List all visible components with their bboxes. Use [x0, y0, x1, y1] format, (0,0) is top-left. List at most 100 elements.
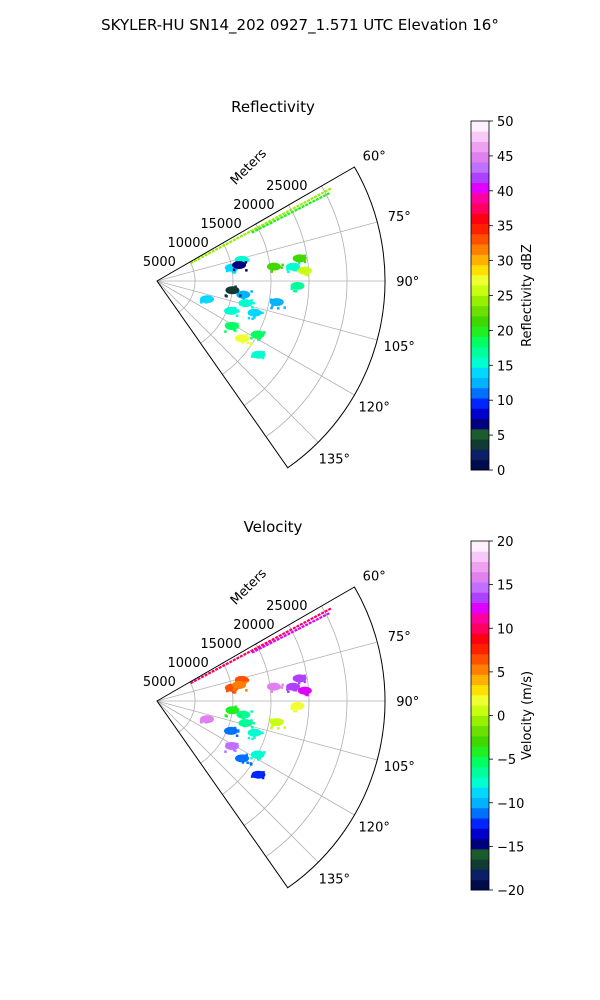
echo-speckle: [246, 761, 249, 765]
echo-speckle: [238, 711, 242, 715]
range-ring: [243, 624, 310, 826]
echo-speckle: [225, 295, 228, 298]
echo-speckle: [241, 761, 245, 764]
radial-tick-label: 10000: [167, 656, 208, 671]
echo-speckle: [224, 750, 227, 753]
colorbar-tick-label: 30: [497, 255, 514, 270]
echo-speckle: [246, 679, 250, 682]
colorbar-swatch: [471, 612, 489, 624]
colorbar-swatch: [471, 387, 489, 399]
echo-blob: [269, 298, 284, 307]
colorbar-swatch: [471, 141, 489, 153]
echo-speckle: [302, 269, 305, 272]
colorbar-swatch: [471, 192, 489, 204]
echo-speckle: [296, 703, 300, 706]
colorbar-swatch: [471, 674, 489, 686]
echo-speckle: [244, 295, 248, 298]
colorbar-swatch: [471, 684, 489, 696]
colorbar-tick-label: −5: [497, 753, 516, 768]
colorbar-tick-label: 10: [497, 622, 514, 637]
echo-speckle: [261, 776, 265, 780]
colorbar-swatch: [471, 705, 489, 716]
echo-speckle: [304, 273, 308, 276]
echo-speckle: [261, 731, 264, 735]
echo-speckle: [236, 742, 239, 746]
echo-speckle: [250, 299, 253, 302]
azimuth-spoke: [156, 280, 378, 341]
angle-tick-label: 60°: [363, 570, 386, 585]
echo-speckle: [243, 724, 246, 728]
echo-speckle: [269, 298, 273, 301]
echo-speckle: [249, 342, 252, 345]
echo-speckle: [230, 306, 234, 310]
radial-tick-label: 5000: [143, 255, 176, 270]
echo-speckle: [204, 721, 208, 724]
echo-speckle: [255, 332, 259, 335]
echo-speckle: [252, 731, 256, 734]
colorbar-swatch: [471, 264, 489, 276]
colorbar-tick-label: 0: [497, 710, 505, 725]
echo-speckle: [229, 707, 233, 710]
colorbar-swatch: [471, 736, 489, 747]
echo-speckle: [299, 255, 302, 258]
colorbar-swatch: [471, 694, 489, 706]
echo-speckle: [283, 306, 286, 309]
echo-speckle: [237, 730, 240, 733]
colorbar-tick-label: 50: [497, 115, 514, 130]
echo-speckle: [254, 313, 257, 316]
echo-speckle: [263, 751, 266, 754]
colorbar-swatch: [471, 162, 489, 173]
echo-speckle: [228, 684, 231, 687]
echo-blob: [269, 718, 284, 727]
echo-ray: [251, 612, 331, 654]
echo-speckle: [287, 270, 290, 274]
echo-speckle: [303, 680, 307, 684]
angle-tick-label: 105°: [384, 760, 415, 775]
echo-speckle: [294, 290, 298, 293]
echo-speckle: [267, 684, 270, 687]
angle-tick-label: 60°: [363, 150, 386, 165]
echo-speckle: [232, 328, 236, 332]
echo-speckle: [275, 718, 278, 722]
echo-speckle: [232, 688, 236, 692]
echo-ray: [190, 187, 332, 265]
echo-speckle: [296, 283, 300, 286]
echo-speckle: [252, 311, 256, 314]
echo-speckle: [230, 726, 234, 730]
echo-speckle: [241, 337, 244, 340]
echo-speckle: [242, 677, 246, 681]
echo-speckle: [234, 262, 237, 265]
echo-speckle: [200, 301, 203, 304]
sector-outline: [156, 166, 386, 469]
echo-blob: [286, 682, 301, 691]
echo-speckle: [236, 322, 239, 326]
colorbar-swatch: [471, 715, 489, 727]
echo-speckle: [302, 689, 305, 692]
echo-speckle: [250, 756, 253, 760]
echo-speckle: [283, 726, 286, 729]
echo-speckle: [257, 758, 260, 761]
echo-blob: [292, 254, 307, 263]
echo-speckle: [238, 294, 242, 297]
angle-tick-label: 105°: [384, 340, 415, 355]
echo-speckle: [303, 254, 306, 258]
echo-speckle: [243, 304, 246, 308]
echo-speckle: [255, 752, 259, 755]
echo-speckle: [253, 351, 256, 355]
echo-speckle: [244, 261, 248, 264]
echo-speckle: [246, 259, 250, 262]
echo-speckle: [242, 257, 246, 261]
range-ring: [200, 662, 234, 764]
echo-speckle: [270, 306, 273, 310]
echo-speckle: [251, 317, 254, 321]
echo-speckle: [259, 774, 263, 777]
colorbar-swatch: [471, 336, 489, 348]
azimuth-spoke: [156, 700, 319, 863]
echo-speckle: [299, 691, 303, 694]
colorbar-swatch: [471, 807, 489, 819]
echo-speckle: [243, 714, 246, 718]
colorbar-swatch: [471, 305, 489, 317]
echo-speckle: [205, 718, 208, 722]
echo-speckle: [241, 757, 244, 760]
echo-speckle: [233, 726, 237, 730]
